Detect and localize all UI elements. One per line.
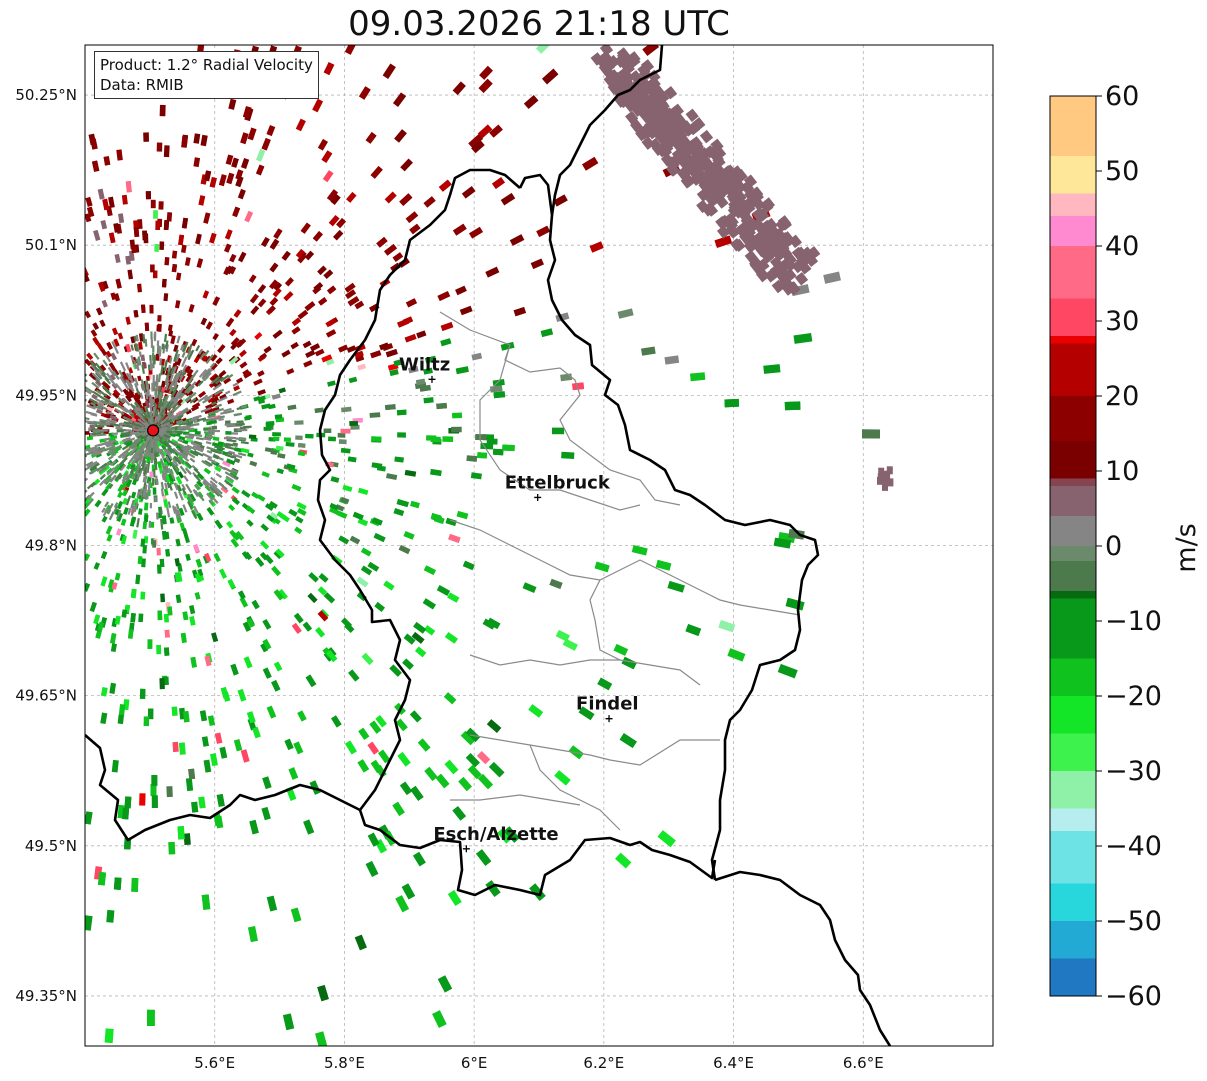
city-label: Esch/Alzette: [433, 824, 558, 845]
country-borders: [85, 45, 892, 1046]
colorbar-unit-label: m/s: [1171, 523, 1202, 572]
canton-boundaries: [439, 311, 801, 831]
colorbar-ramp: [1049, 95, 1097, 997]
lat-tick-label: 49.5°N: [25, 837, 77, 855]
luxembourg-germany-border: [518, 173, 820, 881]
map-frame: [84, 44, 994, 1047]
colorbar-tick-label: 50: [1105, 156, 1139, 187]
luxembourg-france-border: [379, 828, 717, 897]
colorbar-tick-label: −30: [1105, 756, 1162, 787]
city-label: Wiltz: [399, 354, 450, 375]
city-label: Ettelbruck: [505, 472, 611, 493]
lat-tick-label: 49.65°N: [15, 687, 77, 705]
colorbar-tick-label: −50: [1105, 906, 1162, 937]
radar-site-marker: [147, 424, 160, 437]
data-source-label: Data: RMIB: [100, 76, 184, 94]
colorbar-tick-label: 10: [1105, 456, 1139, 487]
lon-tick-label: 5.6°E: [194, 1054, 235, 1072]
belgium-germany-border: [550, 45, 664, 216]
lon-tick-label: 5.8°E: [324, 1054, 365, 1072]
product-label: Product: 1.2° Radial Velocity: [100, 56, 313, 74]
colorbar-tick-label: 0: [1105, 531, 1122, 562]
colorbar-tick-label: −20: [1105, 681, 1162, 712]
city-marker: [428, 375, 436, 383]
product-info-box: Product: 1.2° Radial Velocity Data: RMIB: [94, 51, 319, 99]
colorbar-tick-label: 20: [1105, 381, 1139, 412]
city-label: Findel: [576, 694, 639, 715]
colorbar: 60 50 40 30 20 10 0 −10 −20 −30 −40 −50 −60 m/s: [1049, 81, 1202, 1012]
colorbar-tick-label: −10: [1105, 606, 1162, 637]
belgium-luxembourg-border: [316, 168, 521, 832]
belgium-france-border: [85, 734, 361, 842]
map-title: 09.03.2026 21:18 UTC: [348, 4, 730, 44]
lon-tick-label: 6°E: [461, 1054, 488, 1072]
city-marker: [534, 493, 542, 501]
lat-tick-label: 49.35°N: [15, 987, 77, 1005]
lat-tick-label: 50.1°N: [25, 236, 77, 254]
lat-tick-label: 50.25°N: [15, 86, 77, 104]
colorbar-tick-label: −40: [1105, 831, 1162, 862]
lat-tick-label: 49.8°N: [25, 537, 77, 555]
city-marker: [605, 715, 613, 723]
colorbar-tick-label: −60: [1105, 981, 1162, 1012]
radar-site: [147, 424, 160, 437]
france-germany-border: [714, 870, 892, 1046]
city-marker: [462, 845, 470, 853]
lat-tick-label: 49.95°N: [15, 386, 77, 404]
lon-tick-label: 6.6°E: [843, 1054, 884, 1072]
colorbar-tick-label: 60: [1105, 81, 1139, 112]
velocity-echoes: [85, 45, 894, 1046]
city-markers: Wiltz Ettelbruck Findel Esch/Alzette: [399, 354, 639, 853]
lon-tick-label: 6.2°E: [583, 1054, 624, 1072]
map-axes: 5.6°E 5.8°E 6°E 6.2°E 6.4°E 6.6°E 49.35°N 49.5°…: [15, 86, 883, 1072]
lon-tick-label: 6.4°E: [713, 1054, 754, 1072]
colorbar-tick-label: 40: [1105, 231, 1139, 262]
map-gridlines: [85, 45, 993, 1046]
colorbar-tick-label: 30: [1105, 306, 1139, 337]
